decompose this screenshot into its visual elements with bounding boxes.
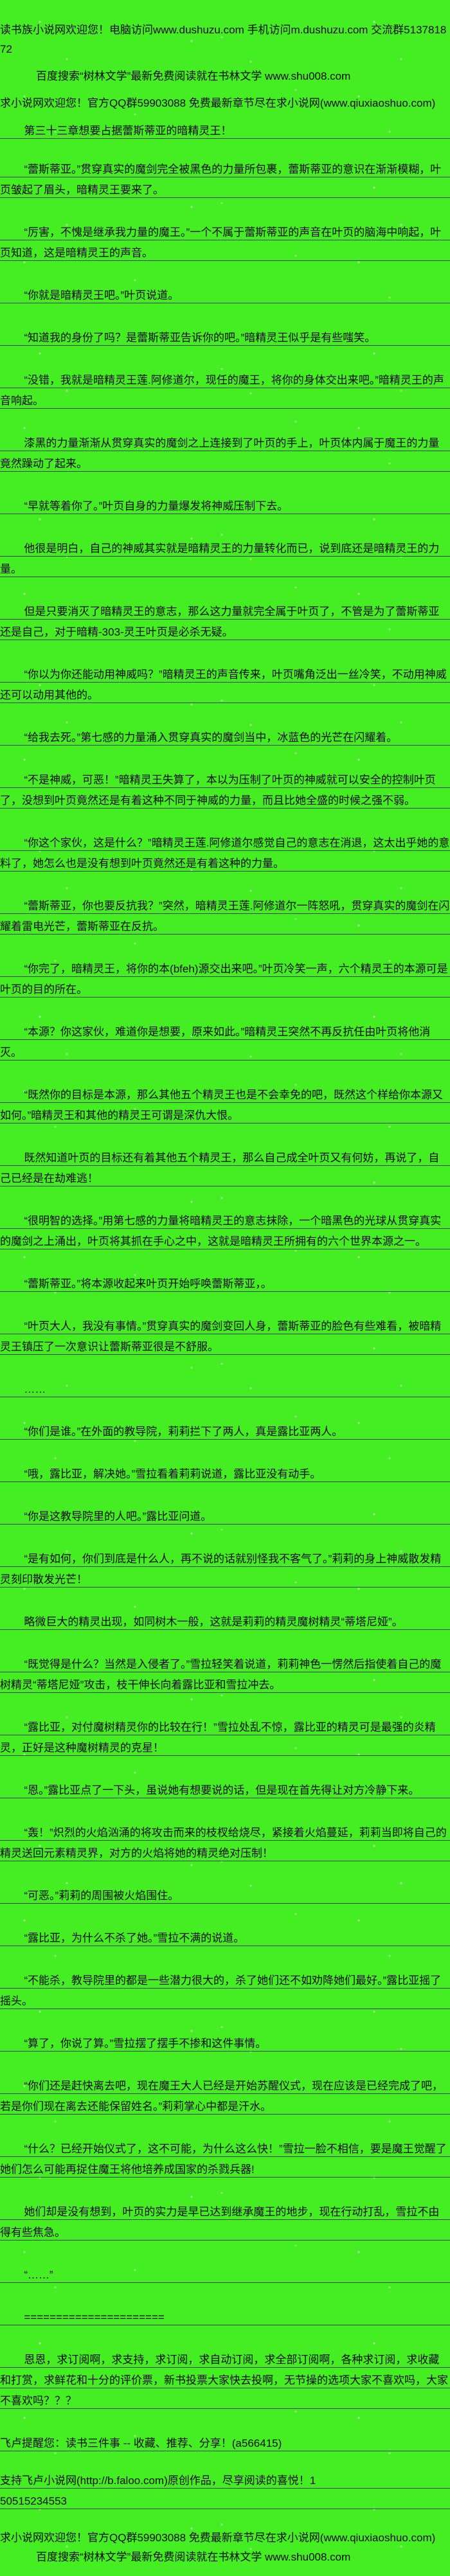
header-site-notice: 读书族小说网欢迎您！电脑访问www.dushuzu.com 手机访问m.dush… — [0, 24, 447, 55]
novel-paragraph: “没错，我就是暗精灵王莲.阿修道尔，现任的魔王，将你的身体交出来吧。”暗精灵王的… — [0, 370, 450, 411]
novel-paragraph: “叶页大人，我没有事情。”贯穿真实的魔剑变回人身，蕾斯蒂亚的脸色有些难看，被暗精… — [0, 1316, 450, 1357]
novel-paragraph: “算了，你说了算。”雪拉摆了摆手不掺和这件事情。 — [0, 2034, 450, 2054]
novel-paragraph: “露比亚，为什么不杀了她。”雪拉不满的说道。 — [0, 1928, 450, 1949]
novel-paragraph: 既然知道叶页的目标还有着其他五个精灵王，那么自己成全叶页又有何妨，再说了，自己已… — [0, 1148, 450, 1189]
footer-promo-link-text: 百度搜索“树林文学”最新免费阅读就在书林文学 www.shu008.com — [36, 2551, 351, 2563]
novel-paragraph: “蕾斯蒂亚。”将本源收起来叶页开始呼唤蕾斯蒂亚，。 — [0, 1274, 450, 1294]
novel-paragraph: “你以为你还能动用神威吗？”暗精灵王的声音传来，叶页嘴角泛出一丝冷笑，不动用神威… — [0, 665, 450, 706]
novel-paragraph: “哦，露比亚，解决她。”雪拉看着莉莉说道，露比亚没有动手。 — [0, 1464, 450, 1485]
novel-paragraph: 略微巨大的精灵出现，如同树木一般，这就是莉莉的精灵魔树精灵“蒂塔尼娅”。 — [0, 1612, 450, 1632]
page-footer: 飞卢提醒您：读书三件事 -- 收藏、推荐、分享！(a566415) 支持飞卢小说… — [0, 2433, 450, 2567]
novel-paragraph: “……” — [0, 2265, 450, 2285]
header-promo-link-text: 百度搜索“树林文学”最新免费阅读就在书林文学 www.shu008.com — [36, 70, 351, 82]
page-header: 读书族小说网欢迎您！电脑访问www.dushuzu.com 手机访问m.dush… — [0, 21, 450, 141]
novel-paragraph: “轰！”炽烈的火焰汹涌的将攻击而来的枝杈给烧尽，紧接着火焰蔓延，莉莉当即将自己的… — [0, 1823, 450, 1864]
footer-number: 50515234553 — [0, 2491, 450, 2512]
footer-support-line: 支持飞卢小说网(http://b.faloo.com)原创作品，尽享阅读的喜悦！… — [0, 2471, 450, 2491]
chapter-title: 第三十三章想要占据蕾斯蒂亚的暗精灵王！ — [0, 121, 450, 141]
novel-paragraph: “蕾斯蒂亚，你也要反抗我？”突然，暗精灵王莲.阿修道尔一阵怒吼，贯穿真实的魔剑在… — [0, 896, 450, 937]
novel-paragraph: ====================== — [0, 2307, 450, 2328]
novel-paragraph: “蕾斯蒂亚。”贯穿真实的魔剑完全被黑色的力量所包裹，蕾斯蒂亚的意识在渐渐模糊，叶… — [0, 159, 450, 201]
novel-paragraph: “你完了，暗精灵王，将你的本(bfeh)源交出来吧。”叶页冷笑一声，六个精灵王的… — [0, 959, 450, 1000]
footer-site-notice: 求小说网欢迎您！官方QQ群59903088 免费最新章节尽在求小说网(www.q… — [0, 2532, 436, 2544]
novel-paragraph: “很明智的选择。”用第七感的力量将暗精灵王的意志抹除，一个暗黑色的光球从贯穿真实… — [0, 1211, 450, 1252]
novel-paragraph: “厉害，不愧是继承我力量的魔王。”一个不属于蕾斯蒂亚的声音在叶页的脑海中响起，叶… — [0, 222, 450, 264]
novel-paragraph: “露比亚，对付魔树精灵你的比较在行！”雪拉处乱不惊，露比亚的精灵可是最强的炎精灵… — [0, 1717, 450, 1758]
novel-paragraph: “既然你的目标是本源，那么其他五个精灵王也是不会幸免的吧，既然这个样给你本源又如… — [0, 1085, 450, 1126]
novel-paragraph: “知道我的身份了吗？是蕾斯蒂亚告诉你的吧。”暗精灵王似乎是有些嗤笑。 — [0, 328, 450, 348]
novel-paragraph: “什么？已经开始仪式了，这不可能，为什么这么快！”雪拉一脸不相信，要是魔王觉醒了… — [0, 2139, 450, 2180]
novel-paragraph: 她们却是没有想到，叶页的实力是早已达到继承魔王的地步，现在行动打乱，雪拉不由得有… — [0, 2202, 450, 2243]
novel-paragraph: “恩。”露比亚点了一下头，虽说她有想要说的话，但是现在首先得让对方冷静下来。 — [0, 1780, 450, 1801]
novel-paragraph: “早就等着你了。”叶页自身的力量爆发将神威压制下去。 — [0, 496, 450, 517]
novel-paragraph: 他很是明白，自己的神威其实就是暗精灵王的力量转化而已，说到底还是暗精灵王的力量。 — [0, 539, 450, 580]
novel-paragraph: 漆黑的力量渐渐从贯穿真实的魔剑之上连接到了叶页的手上，叶页体内属于魔王的力量竟然… — [0, 433, 450, 474]
footer-reminder: 飞卢提醒您：读书三件事 -- 收藏、推荐、分享！(a566415) — [0, 2433, 450, 2454]
novel-paragraph: “你们是谁。”在外面的教导院，莉莉拦下了两人，真是露比亚两人。 — [0, 1422, 450, 1442]
novel-paragraph: “给我去死。”第七感的力量涌入贯穿真实的魔剑当中，冰蓝色的光芒在闪耀着。 — [0, 728, 450, 748]
novel-body: “蕾斯蒂亚。”贯穿真实的魔剑完全被黑色的力量所包裹，蕾斯蒂亚的意识在渐渐模糊，叶… — [0, 159, 450, 2411]
novel-paragraph: 但是只要消灭了暗精灵王的意志，那么这力量就完全属于叶页了，不管是为了蕾斯蒂亚还是… — [0, 602, 450, 643]
novel-paragraph: “既觉得是什么？当然是入侵者了。”雪拉轻笑着说道，莉莉神色一愣然后指使着自己的魔… — [0, 1654, 450, 1695]
novel-paragraph: “可恶。”莉莉的周围被火焰围住。 — [0, 1886, 450, 1906]
novel-paragraph: “你们还是赶快离去吧，现在魔王大人已经是开始苏醒仪式，现在应该是已经完成了吧，若… — [0, 2076, 450, 2117]
novel-paragraph: “你这个家伙，这是什么？”暗精灵王莲.阿修道尔感觉自己的意志在消退，这太出乎她的… — [0, 833, 450, 874]
novel-paragraph: “不能杀，教导院里的都是一些潜力很大的，杀了她们还不如劝降她们最好。”露比亚摇了… — [0, 1971, 450, 2012]
novel-paragraph: “你就是暗精灵王吧。”叶页说道。 — [0, 285, 450, 306]
novel-paragraph: 恩恩，求订阅啊，求支持，求订阅，求自动订阅，求全部订阅啊，各种求订阅，求收藏和打… — [0, 2350, 450, 2411]
novel-paragraph: “你是这教导院里的人吧。”露比亚问道。 — [0, 1507, 450, 1527]
novel-paragraph: …… — [0, 1379, 450, 1400]
novel-paragraph: “本源？你这家伙，难道你是想要，原来如此。”暗精灵王突然不再反抗任由叶页将他消灭… — [0, 1022, 450, 1063]
header-site-notice-2: 求小说网欢迎您！官方QQ群59903088 免费最新章节尽在求小说网(www.q… — [0, 97, 436, 109]
novel-paragraph: “不是神威，可恶！”暗精灵王失算了，本以为压制了叶页的神威就可以安全的控制叶页了… — [0, 770, 450, 811]
novel-paragraph: “是有如何，你们到底是什么人，再不说的话就别怪我不客气了。”莉莉的身上神威散发精… — [0, 1549, 450, 1590]
